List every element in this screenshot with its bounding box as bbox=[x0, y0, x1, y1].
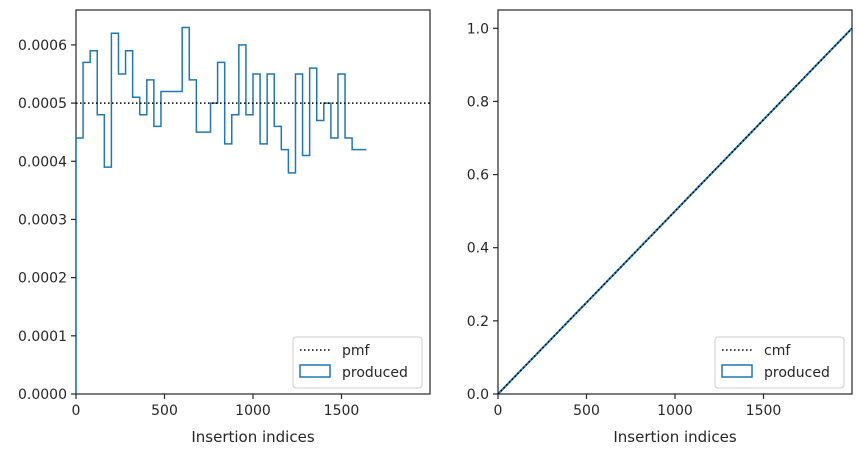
right-ticks: 0 500 1000 1500 0.0 0.2 0.4 0.6 0.8 1.0 bbox=[467, 21, 782, 419]
legend-pmf-label: pmf bbox=[342, 343, 371, 359]
right-x-tick-label: 500 bbox=[573, 403, 600, 419]
left-y-tick-label: 0.0002 bbox=[18, 271, 67, 287]
left-y-tick-label: 0.0001 bbox=[18, 329, 67, 345]
cmf-line-panel: 0 500 1000 1500 0.0 0.2 0.4 0.6 0.8 1.0 Insertion… bbox=[467, 9, 853, 446]
right-y-tick-label: 0.6 bbox=[467, 168, 489, 184]
left-x-tick-label: 500 bbox=[151, 403, 178, 419]
legend-produced-label: produced bbox=[342, 365, 408, 381]
left-x-tick-label: 1000 bbox=[235, 403, 271, 419]
series-produced-step bbox=[76, 26, 367, 394]
left-x-axis-label: Insertion indices bbox=[191, 428, 314, 446]
right-x-tick-label: 1000 bbox=[657, 403, 693, 419]
left-y-tick-label: 0.0003 bbox=[18, 212, 67, 228]
left-ticks: 0 500 1000 1500 0.0000 0.0001 0.0002 0.0003 0.00… bbox=[18, 38, 359, 419]
series-cmf-line bbox=[497, 27, 853, 395]
legend-produced-marker bbox=[299, 364, 331, 378]
right-y-tick-label: 0.0 bbox=[467, 387, 489, 403]
left-y-tick-label: 0.0006 bbox=[18, 38, 67, 54]
legend-cmf-label: cmf bbox=[764, 343, 791, 359]
right-x-axis-label: Insertion indices bbox=[613, 428, 736, 446]
legend-produced-marker bbox=[721, 364, 753, 378]
right-y-tick-label: 0.4 bbox=[467, 241, 489, 257]
left-plot-area bbox=[76, 26, 430, 394]
right-legend: cmf produced bbox=[714, 336, 845, 389]
pmf-histogram-panel: 0 500 1000 1500 0.0000 0.0001 0.0002 0.0003 0.00… bbox=[18, 9, 431, 446]
legend-produced-label: produced bbox=[764, 365, 830, 381]
left-x-tick-label: 1500 bbox=[324, 403, 360, 419]
left-x-tick-label: 0 bbox=[72, 403, 81, 419]
right-x-tick-label: 1500 bbox=[746, 403, 782, 419]
right-plot-area bbox=[497, 27, 853, 395]
left-y-tick-label: 0.0005 bbox=[18, 96, 67, 112]
right-axes-frame bbox=[497, 9, 853, 395]
right-y-tick-label: 1.0 bbox=[467, 21, 489, 37]
right-y-tick-label: 0.2 bbox=[467, 314, 489, 330]
right-y-tick-label: 0.8 bbox=[467, 94, 489, 110]
left-axes-frame bbox=[75, 9, 431, 395]
left-y-tick-label: 0.0004 bbox=[18, 154, 67, 170]
left-legend: pmf produced bbox=[292, 336, 423, 389]
right-x-tick-label: 0 bbox=[494, 403, 503, 419]
left-y-tick-label: 0.0000 bbox=[18, 387, 67, 403]
